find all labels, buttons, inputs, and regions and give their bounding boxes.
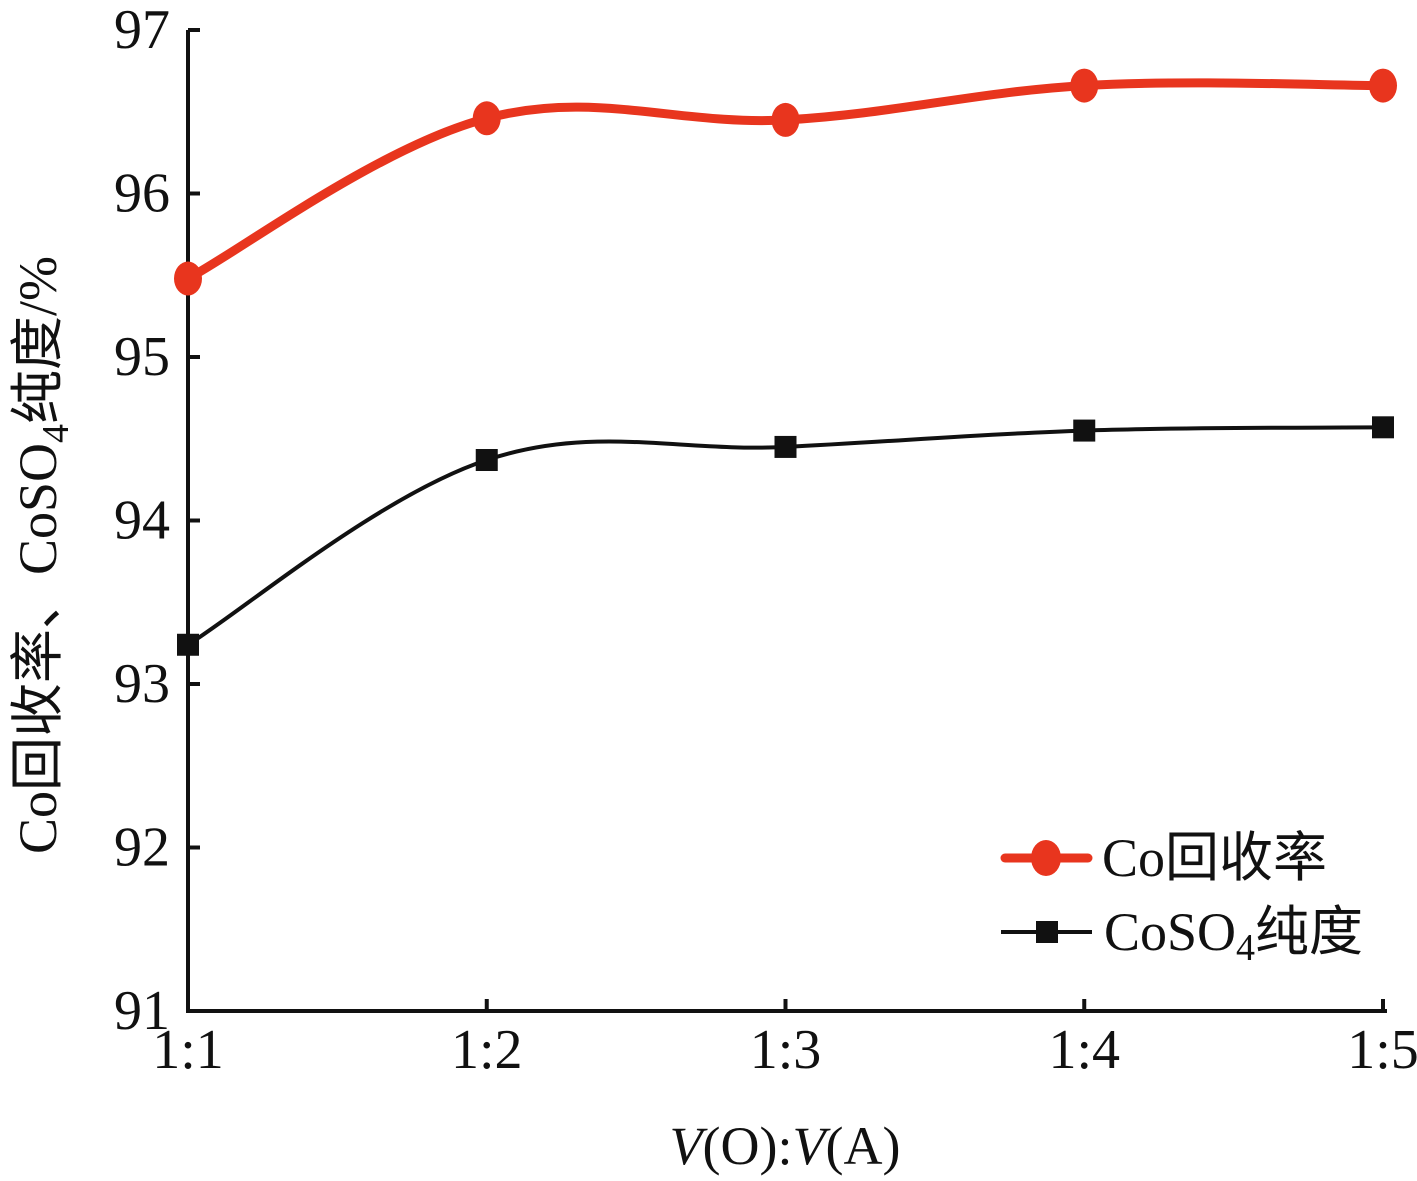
x-axis-label: V(O):V(A): [670, 1116, 901, 1176]
y-axis-label-tail: 纯度/%: [8, 256, 68, 424]
series-line: [186, 425, 1385, 647]
x-tick-label: 1:5: [1347, 1019, 1417, 1081]
y-tick-label: 97: [114, 0, 170, 61]
y-tick-label: 95: [114, 326, 170, 388]
x-ticks: 1:1 1:2 1:3 1:4 1:5: [152, 999, 1417, 1081]
y-tick-label: 96: [114, 163, 170, 225]
legend-label-coso4-tail: 纯度: [1255, 902, 1363, 962]
x-tick-label: 1:3: [750, 1019, 822, 1081]
data-point-circle: [472, 101, 501, 136]
legend-square-icon: [1036, 921, 1058, 943]
legend-label-coso4-purity: CoSO4纯度: [1104, 902, 1363, 969]
legend: Co回收率 CoSO4纯度: [1000, 828, 1363, 969]
legend-item-coso4-purity: CoSO4纯度: [1001, 902, 1363, 969]
x-tick-label: 1:2: [451, 1019, 523, 1081]
x-axis-label-colon: :: [777, 1116, 792, 1176]
data-point-circle: [174, 261, 202, 296]
y-tick-label: 91: [114, 980, 170, 1042]
legend-item-co-recovery: Co回收率: [1000, 828, 1327, 888]
data-point-square: [774, 435, 797, 458]
y-tick-label: 94: [114, 490, 170, 552]
y-axis-label: Co回收率、CoSO4纯度/%: [8, 256, 77, 854]
x-tick-label: 1:4: [1048, 1019, 1120, 1081]
data-point-square: [177, 633, 199, 656]
x-axis-label-a: (A): [826, 1116, 901, 1176]
data-point-square: [1372, 416, 1394, 439]
data-point-square: [475, 449, 498, 472]
data-point-circle: [771, 102, 800, 137]
y-ticks: 91 92 93 94 95 96 97: [114, 0, 200, 1042]
series-1: [177, 416, 1394, 656]
y-axis-label-main: Co回收率、CoSO: [8, 443, 68, 854]
x-axis-label-v2: V: [793, 1116, 832, 1176]
series-layer: [174, 68, 1397, 656]
data-point-circle: [1369, 68, 1397, 103]
data-point-square: [1073, 419, 1096, 442]
legend-label-coso4-sub: 4: [1236, 927, 1255, 969]
x-axis-label-v1: V: [670, 1116, 709, 1176]
x-axis-label-o: (O): [703, 1116, 778, 1176]
data-point-circle: [1070, 68, 1099, 103]
legend-circle-icon: [1031, 840, 1061, 876]
legend-label-coso4-main: CoSO: [1104, 902, 1236, 962]
y-tick-label: 92: [114, 817, 170, 879]
y-axis-label-sub: 4: [35, 424, 77, 443]
legend-label-co-recovery: Co回收率: [1102, 828, 1327, 888]
series-0: [174, 68, 1397, 296]
x-tick-label: 1:1: [152, 1019, 224, 1081]
y-tick-label: 93: [114, 653, 170, 715]
